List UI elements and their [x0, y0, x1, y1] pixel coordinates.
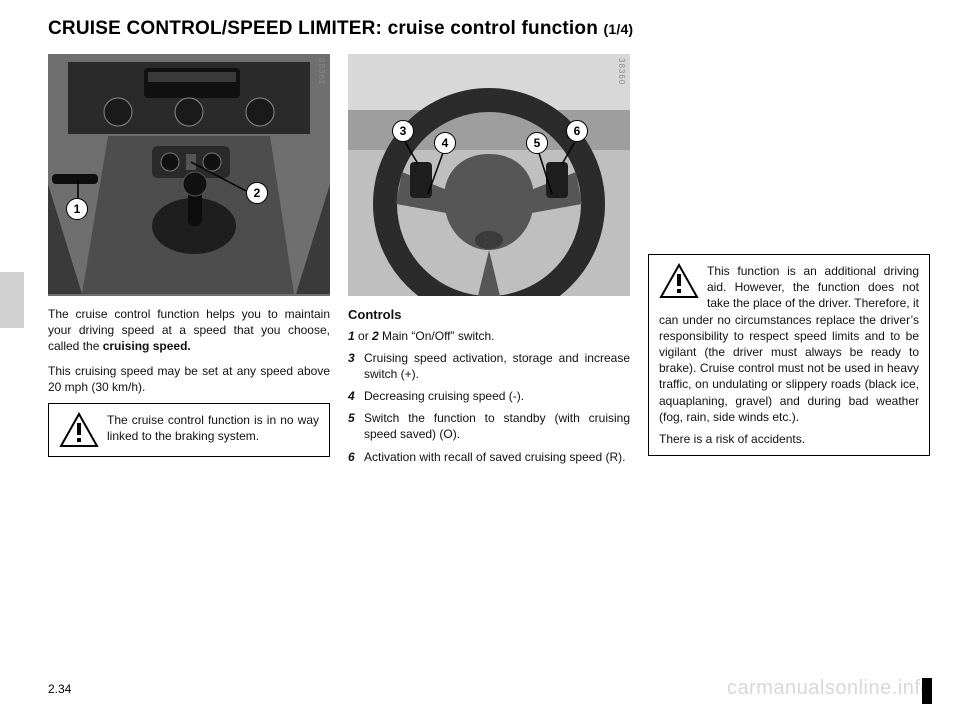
callout-6: 6 [566, 120, 588, 142]
n2: 2 [372, 329, 382, 343]
warning-big-p2: There is a risk of accidents. [659, 431, 919, 447]
warning-box-small: The cruise control function is in no way… [48, 403, 330, 457]
controls-item-4: 4 Decreasing cruising speed (-). [348, 388, 630, 404]
lbl: Activation with recall of saved cruising… [364, 449, 630, 465]
watermark: carmanualsonline.info [727, 677, 932, 700]
num: 4 [348, 388, 364, 404]
t1: Main “On/Off” switch. [382, 329, 494, 343]
controls-item-6: 6 Activation with recall of saved cruisi… [348, 449, 630, 465]
num: 6 [348, 449, 364, 465]
title-main: CRUISE CONTROL/SPEED LIMITER: cruise con… [48, 18, 604, 39]
col1-text: The cruise control function helps you to… [48, 306, 330, 403]
column-1: 38361 1 2 The cruise control function he… [48, 54, 330, 485]
warning-small-text: The cruise control function is in no way… [107, 413, 319, 443]
num: 3 [348, 350, 364, 382]
lbl: Switch the function to standby (with cru… [364, 410, 630, 442]
controls-item-5: 5 Switch the function to standby (with c… [348, 410, 630, 442]
columns: 38361 1 2 The cruise control function he… [48, 54, 932, 485]
callout-5: 5 [526, 132, 548, 154]
warning-box-big: This function is an additional driving a… [648, 254, 930, 456]
or: or [358, 329, 372, 343]
figure-steering-wheel: 38360 3 4 5 6 [348, 54, 630, 296]
watermark-box [922, 678, 932, 704]
column-2: 38360 3 4 5 6 Controls 1 or 2 Main “On/O… [348, 54, 630, 485]
callout-3: 3 [392, 120, 414, 142]
col1-p1b: cruising speed. [103, 339, 191, 353]
warning-icon [659, 263, 699, 299]
manual-page: CRUISE CONTROL/SPEED LIMITER: cruise con… [0, 0, 960, 710]
section-tab [0, 272, 24, 328]
n1: 1 [348, 329, 358, 343]
callout-1: 1 [66, 198, 88, 220]
page-title: CRUISE CONTROL/SPEED LIMITER: cruise con… [48, 18, 932, 40]
figure-id: 38361 [317, 58, 326, 85]
figure-wheel-svg [348, 54, 630, 296]
controls-item-3: 3 Cruising speed activation, storage and… [348, 350, 630, 382]
col1-p2: This cruising speed may be set at any sp… [48, 363, 330, 395]
page-number: 2.34 [48, 682, 71, 696]
controls-item-1: 1 or 2 Main “On/Off” switch. [348, 328, 630, 344]
num: 5 [348, 410, 364, 442]
callout-2: 2 [246, 182, 268, 204]
callout-4: 4 [434, 132, 456, 154]
controls-item-1-text: 1 or 2 Main “On/Off” switch. [348, 328, 630, 344]
figure-dashboard: 38361 1 2 [48, 54, 330, 296]
warning-icon [59, 412, 99, 448]
col1-p1: The cruise control function helps you to… [48, 306, 330, 355]
title-sub: (1/4) [604, 21, 634, 37]
controls-heading: Controls [348, 306, 630, 324]
figure-id-2: 38360 [617, 58, 626, 85]
controls-list: Controls 1 or 2 Main “On/Off” switch. 3 … [348, 306, 630, 471]
figure-dashboard-svg [48, 54, 330, 296]
column-3: This function is an additional driving a… [648, 54, 930, 485]
lbl: Decreasing cruising speed (-). [364, 388, 630, 404]
lbl: Cruising speed activation, storage and i… [364, 350, 630, 382]
